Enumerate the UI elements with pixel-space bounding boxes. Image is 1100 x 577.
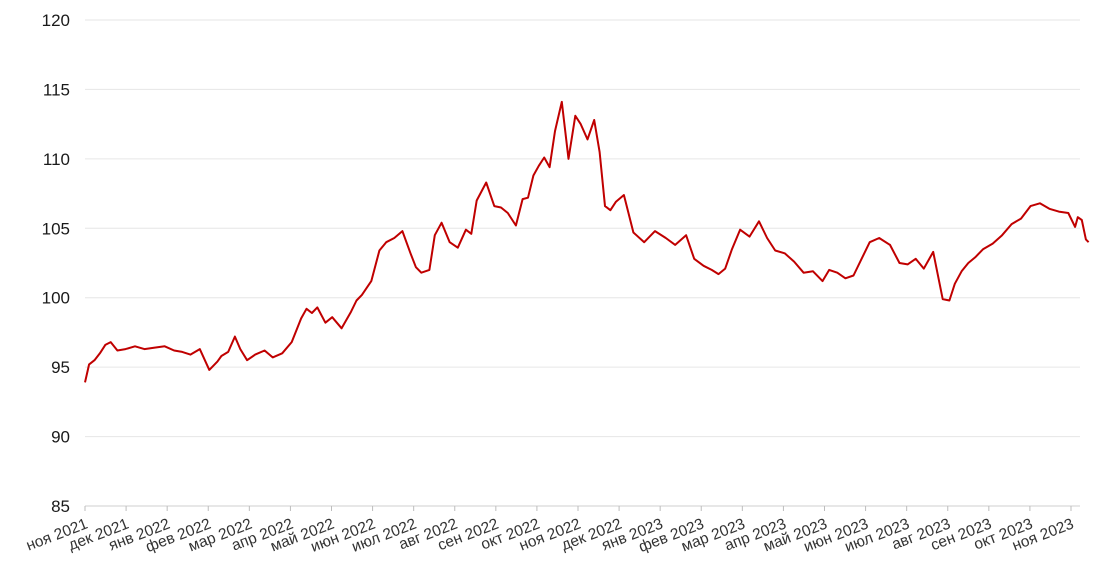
y-tick-label: 85 xyxy=(51,497,70,516)
y-axis-ticks: 85 90 95 100 105 110 115 120 xyxy=(42,11,70,516)
series-layer xyxy=(84,100,1090,383)
y-tick-label: 120 xyxy=(42,11,70,30)
y-tick-label: 100 xyxy=(42,289,70,308)
y-tick-label: 110 xyxy=(43,150,70,169)
y-tick-label: 95 xyxy=(51,358,70,377)
y-tick-label: 105 xyxy=(42,219,70,238)
gridlines xyxy=(85,19,1080,507)
y-tick-label: 90 xyxy=(51,428,70,447)
y-tick-label: 115 xyxy=(43,80,70,99)
series-line-0 xyxy=(84,100,1090,383)
